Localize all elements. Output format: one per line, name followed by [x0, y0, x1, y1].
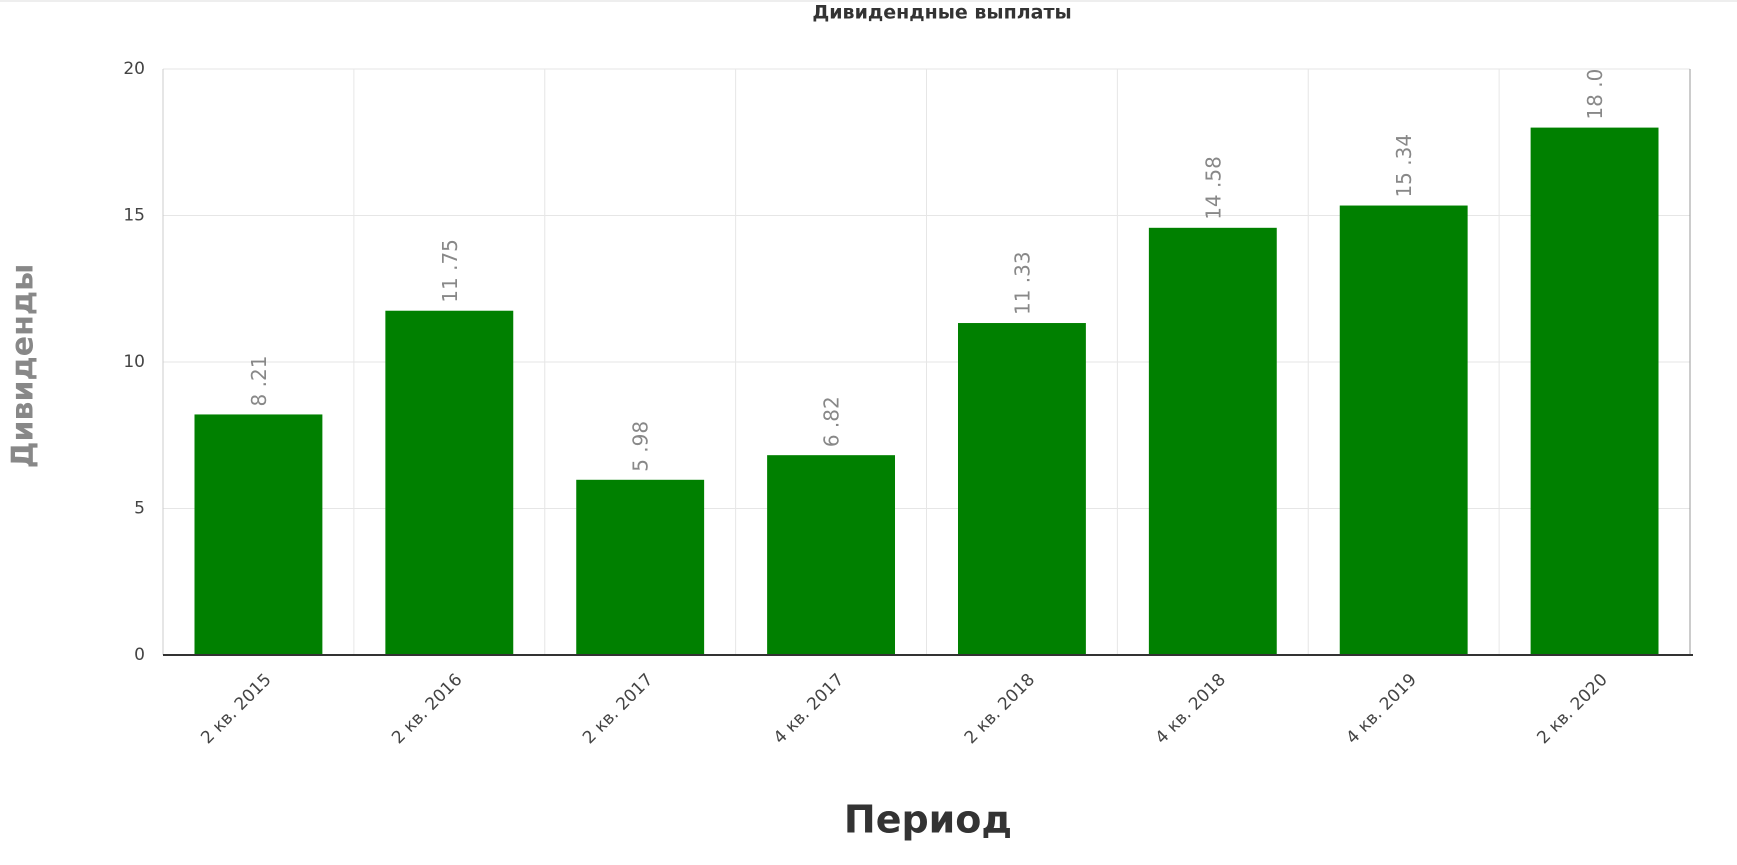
bar [1339, 205, 1468, 655]
x-tick-label: 4 кв. 2019 [1343, 670, 1421, 748]
bar [767, 455, 896, 655]
x-tick-label: 4 кв. 2018 [1152, 670, 1230, 748]
y-tick-label: 20 [123, 59, 145, 79]
x-tick-label: 2 кв. 2020 [1533, 670, 1611, 748]
bar [1530, 127, 1659, 656]
value-label: 14 .58 [1201, 156, 1225, 220]
x-tick-label: 2 кв. 2015 [197, 670, 275, 748]
value-label: 5 .98 [629, 421, 653, 472]
bar [1148, 227, 1277, 655]
x-tick-label: 4 кв. 2017 [770, 670, 848, 748]
y-tick-label: 15 [123, 206, 145, 226]
value-label: 15 .34 [1392, 134, 1416, 198]
chart-title: Дивидендные выплаты [812, 2, 1071, 24]
x-axis-title: Период [844, 798, 1012, 842]
value-label: 8 .21 [247, 356, 271, 407]
y-tick-label: 10 [123, 352, 145, 372]
bar [385, 310, 514, 655]
value-label: 11 .33 [1010, 251, 1034, 315]
y-tick-label: 0 [134, 645, 145, 665]
value-label: 18 .0 [1583, 69, 1607, 120]
y-tick-label: 5 [134, 499, 145, 519]
x-tick-label: 2 кв. 2017 [579, 670, 657, 748]
bar [194, 414, 323, 655]
x-tick-label: 2 кв. 2016 [388, 670, 466, 748]
bar [576, 479, 705, 655]
value-label: 6 .82 [820, 396, 844, 447]
x-tick-label: 2 кв. 2018 [961, 670, 1039, 748]
bar [957, 323, 1086, 655]
y-axis-title: Дивиденды [6, 264, 41, 468]
value-label: 11 .75 [438, 239, 462, 303]
